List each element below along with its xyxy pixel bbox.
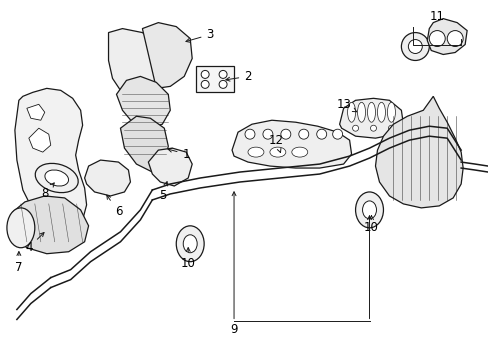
Ellipse shape: [263, 129, 272, 139]
Polygon shape: [15, 88, 86, 232]
Polygon shape: [84, 160, 130, 196]
Text: 5: 5: [158, 182, 167, 202]
Ellipse shape: [355, 192, 383, 228]
Text: 9: 9: [230, 323, 237, 336]
Ellipse shape: [401, 32, 428, 60]
Text: 7: 7: [15, 252, 22, 274]
Ellipse shape: [201, 71, 209, 78]
Ellipse shape: [247, 147, 264, 157]
Polygon shape: [375, 96, 462, 208]
Text: 3: 3: [185, 28, 213, 42]
Polygon shape: [27, 104, 45, 120]
Text: 11: 11: [429, 10, 444, 23]
Ellipse shape: [367, 102, 375, 122]
Text: 2: 2: [225, 70, 251, 83]
Ellipse shape: [332, 129, 342, 139]
Polygon shape: [142, 23, 192, 88]
Ellipse shape: [219, 71, 226, 78]
Ellipse shape: [176, 226, 203, 262]
Polygon shape: [120, 116, 168, 172]
Ellipse shape: [35, 163, 78, 193]
Ellipse shape: [244, 129, 254, 139]
Ellipse shape: [386, 102, 395, 122]
Ellipse shape: [280, 129, 290, 139]
Text: 10: 10: [364, 216, 378, 234]
Ellipse shape: [298, 129, 308, 139]
Polygon shape: [427, 19, 466, 54]
Ellipse shape: [219, 80, 226, 88]
Ellipse shape: [7, 208, 35, 248]
Ellipse shape: [316, 129, 326, 139]
Polygon shape: [29, 128, 51, 152]
Ellipse shape: [45, 170, 68, 186]
Text: 1: 1: [168, 148, 189, 161]
Ellipse shape: [347, 102, 355, 122]
Ellipse shape: [387, 125, 394, 131]
Polygon shape: [108, 28, 164, 94]
Ellipse shape: [362, 201, 376, 219]
Polygon shape: [9, 196, 88, 254]
Polygon shape: [116, 76, 170, 128]
Text: 8: 8: [41, 183, 54, 201]
Polygon shape: [148, 148, 192, 186]
Ellipse shape: [447, 31, 462, 46]
Ellipse shape: [407, 40, 422, 54]
Ellipse shape: [357, 102, 365, 122]
Ellipse shape: [377, 102, 385, 122]
Ellipse shape: [291, 147, 307, 157]
Ellipse shape: [370, 125, 376, 131]
Text: 13: 13: [335, 98, 356, 112]
Polygon shape: [339, 98, 403, 138]
Ellipse shape: [183, 235, 197, 253]
Polygon shape: [232, 120, 351, 168]
Ellipse shape: [428, 31, 444, 46]
Ellipse shape: [201, 80, 209, 88]
Bar: [196, 67, 234, 92]
Text: 10: 10: [181, 248, 195, 270]
Text: 6: 6: [106, 195, 122, 219]
Text: 12: 12: [268, 134, 283, 153]
Ellipse shape: [400, 125, 406, 131]
Ellipse shape: [352, 125, 358, 131]
Ellipse shape: [269, 147, 285, 157]
Text: 4: 4: [25, 233, 44, 254]
